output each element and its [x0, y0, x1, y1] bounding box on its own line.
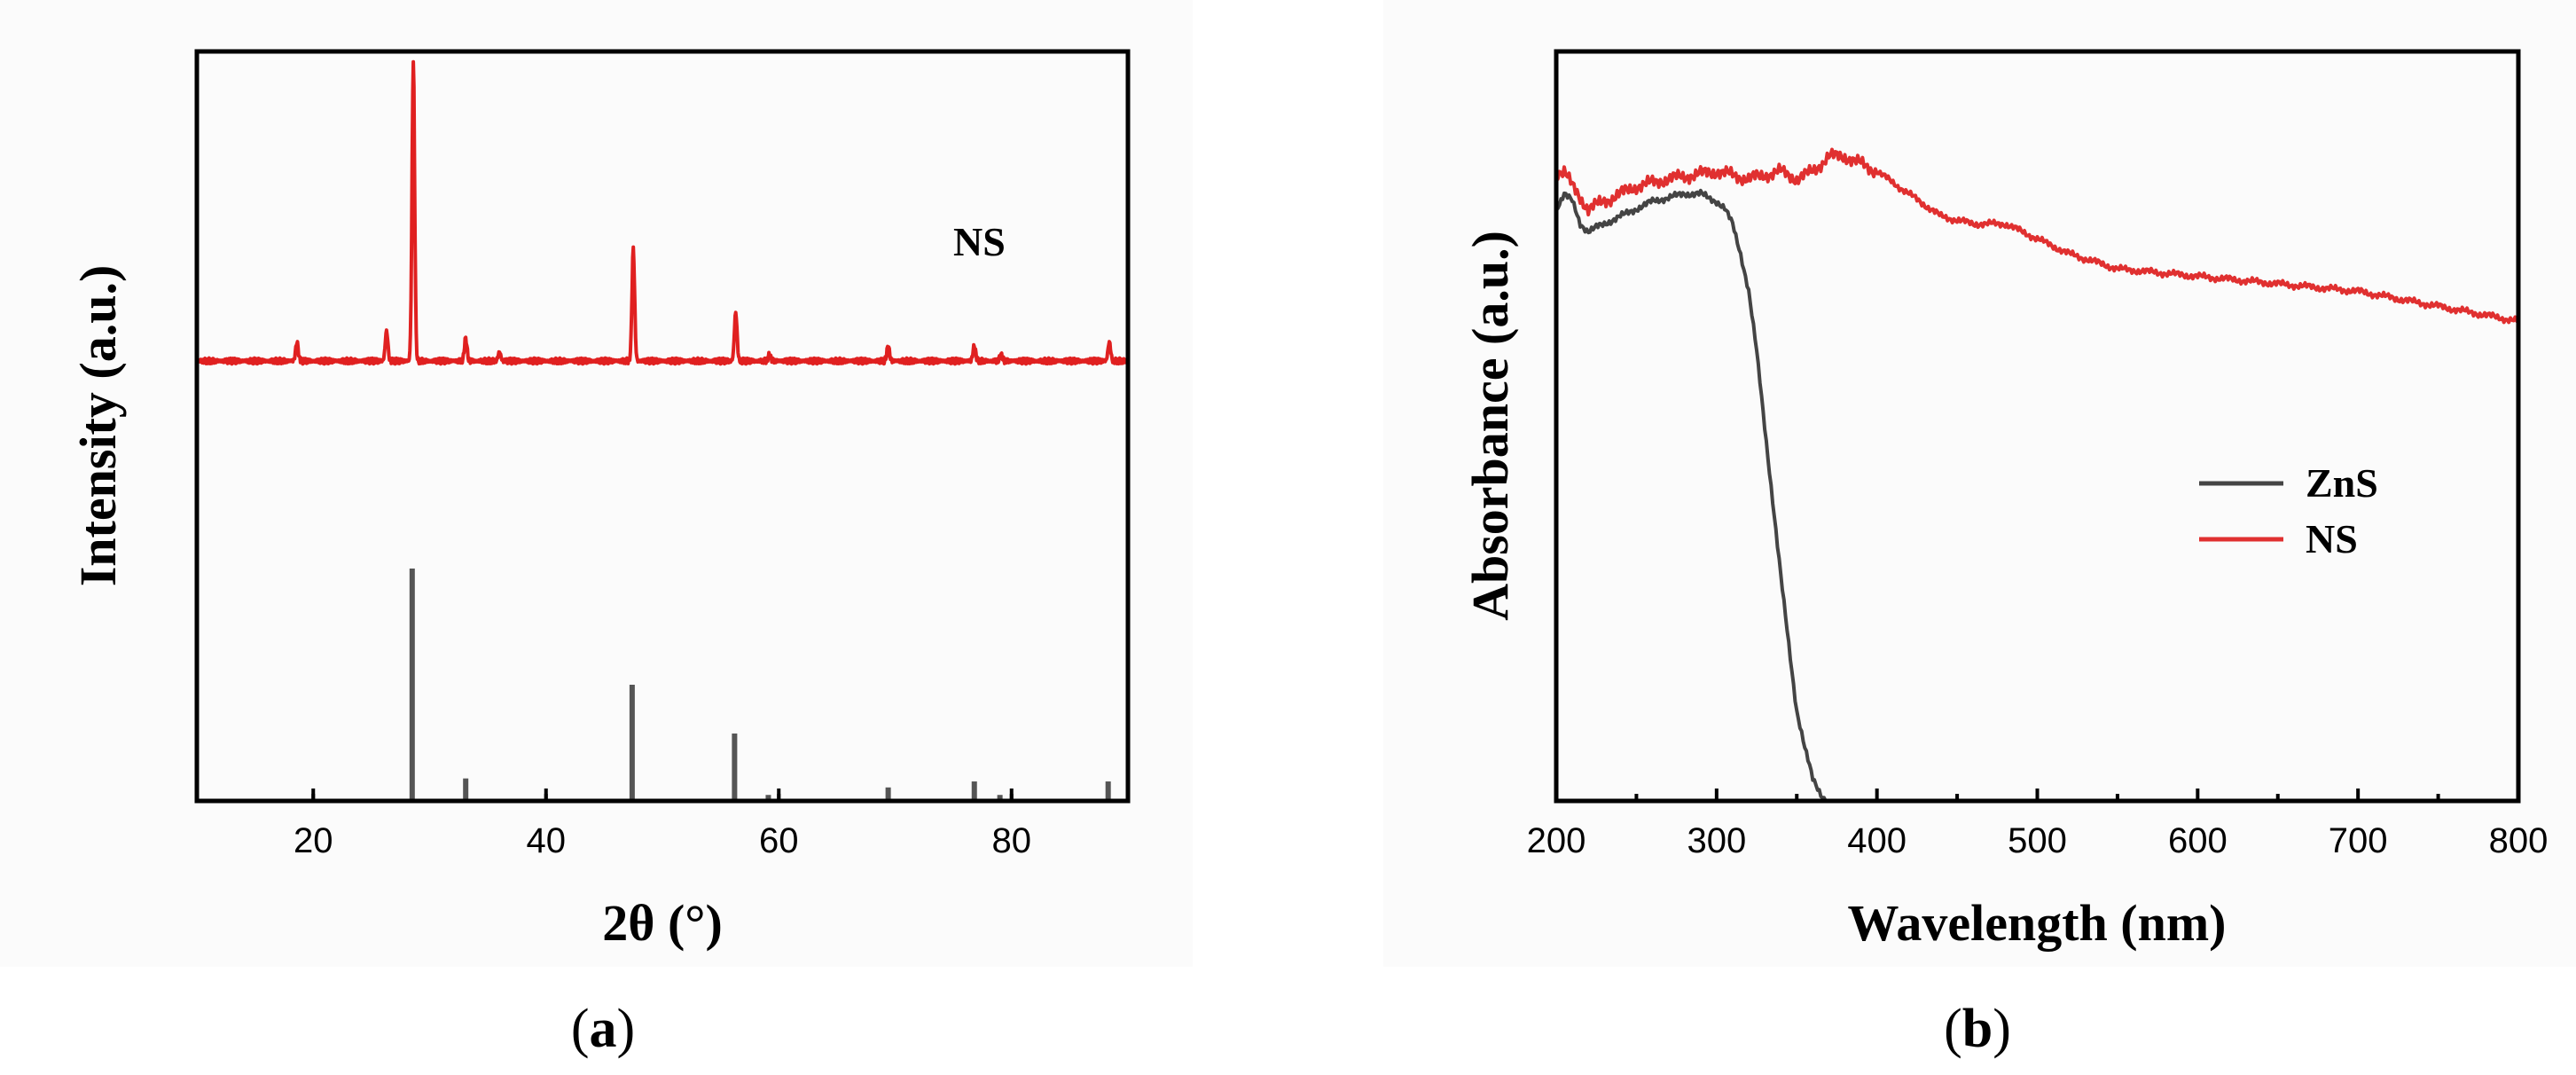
panel-a-x-axis-label: 2θ (°): [602, 894, 723, 952]
panel-b-label-letter: b: [1962, 999, 1993, 1059]
panel-b-label-close: ): [1993, 999, 2011, 1059]
series-line-ns: [1554, 147, 2520, 325]
panel-a-label-close: ): [617, 999, 636, 1059]
panel-b-label: (b): [1944, 999, 2011, 1059]
panel-a-label-open: (: [571, 999, 590, 1059]
panel-b-x-tick-label: 800: [2489, 821, 2549, 860]
panel-a-y-axis-label: Intensity (a.u.): [69, 265, 127, 587]
panel-a-sample-annotation: NS: [953, 219, 1006, 264]
series-line-zns: [1555, 188, 1828, 802]
panel-b-plot-area: [1554, 147, 2520, 802]
panel-a-x-ticks: 20 40 60 80: [294, 789, 1031, 860]
panel-a-x-tick-label: 60: [759, 821, 799, 860]
panel-a-label-letter: a: [590, 999, 617, 1059]
panel-a-label: (a): [571, 999, 635, 1059]
panel-b-x-tick-label: 400: [1847, 821, 1907, 860]
panel-b-x-ticks: 200 300 400 500 600 700 800: [1527, 789, 2549, 860]
panel-b-label-open: (: [1944, 999, 1962, 1059]
panel-b-legend: ZnS NS: [2199, 460, 2378, 561]
panel-a-x-tick-label: 80: [992, 821, 1032, 860]
panel-b-x-tick-label: 200: [1527, 821, 1586, 860]
series-line-ns: [195, 59, 1130, 366]
panel-b-background: [1383, 0, 2576, 967]
legend-label-zns: ZnS: [2306, 460, 2378, 506]
panel-a-axis-frame: [194, 49, 1131, 804]
legend-label-ns: NS: [2306, 516, 2358, 561]
panel-b-x-axis-label: Wavelength (nm): [1848, 894, 2227, 952]
panel-b-x-tick-label: 700: [2329, 821, 2388, 860]
panel-a-xrd-chart: 20 40 60 80 NS 2θ (°) Intensity (a.u.) (a): [69, 49, 1131, 1059]
panel-a-x-tick-label: 40: [527, 821, 567, 860]
panel-b-x-tick-label: 600: [2168, 821, 2228, 860]
panel-a-x-tick-label: 20: [294, 821, 333, 860]
panel-b-absorbance-chart: 200 300 400 500 600 700 800 ZnS NS Wavelength …: [1461, 49, 2549, 1059]
panel-b-y-axis-label: Absorbance (a.u.): [1461, 231, 1519, 621]
panel-b-x-tick-label: 500: [2008, 821, 2067, 860]
panel-b-x-tick-label: 300: [1687, 821, 1746, 860]
